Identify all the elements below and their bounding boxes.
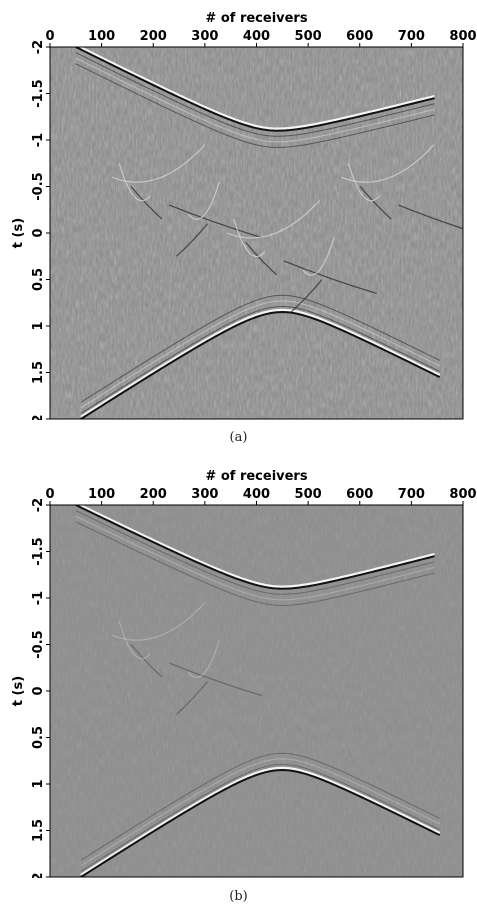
- lower-event-echo: [80, 752, 440, 861]
- lower-event-echo: [80, 763, 440, 872]
- y-tick-label: 0.5: [31, 726, 46, 749]
- y-tick-label: 0.5: [31, 268, 46, 291]
- x-tick-label: 100: [88, 29, 115, 44]
- noise-crossing-curve: [187, 639, 220, 678]
- y-tick-label: -1.5: [31, 79, 46, 107]
- y-tick-label: 1.5: [31, 361, 46, 384]
- x-tick-label: 0: [45, 487, 54, 502]
- noise-crossing-curve: [340, 144, 435, 183]
- noise-crossing-curve: [347, 163, 380, 202]
- noise-crossing-curve: [398, 204, 463, 230]
- upper-event-echo: [75, 57, 435, 143]
- noise-crossing-curve: [176, 681, 208, 715]
- noise-crossing-curve: [169, 662, 263, 697]
- noise-texture: [50, 505, 463, 877]
- y-tick-label: 1: [31, 779, 46, 788]
- y-tick-label: -0.5: [31, 630, 46, 658]
- lower-event: [80, 769, 441, 877]
- noise-crossing-curve: [130, 644, 163, 678]
- x-axis-title: # of receivers: [205, 11, 307, 26]
- upper-event-echo: [75, 521, 435, 606]
- x-tick-label: 700: [398, 29, 425, 44]
- noise-crossing-curve: [111, 144, 206, 183]
- noise-crossing-curve: [233, 218, 266, 258]
- upper-event-echo: [75, 510, 435, 595]
- x-tick-label: 200: [140, 29, 167, 44]
- x-tick-label: 400: [243, 487, 270, 502]
- y-tick-label: 2: [31, 414, 46, 420]
- lower-event-echo: [80, 758, 440, 867]
- lower-event-echo: [80, 294, 440, 403]
- noise-crossing-curve: [169, 204, 263, 239]
- y-axis-title: t (s): [11, 676, 26, 706]
- x-tick-label: 500: [295, 29, 322, 44]
- noise-crossing-curve: [302, 237, 335, 276]
- x-tick-label: 800: [449, 29, 476, 44]
- noise-crossing-curve: [290, 279, 323, 313]
- figure-panel-b: 0 100 200 300 400 500 600 700 800 # of receivers -…: [11, 469, 477, 878]
- noise-crossing-curve: [118, 621, 151, 660]
- y-tick-label: 1: [31, 321, 46, 330]
- noise-crossing-curve: [283, 260, 377, 295]
- upper-event-shadow: [77, 505, 435, 588]
- upper-event-shadow: [77, 47, 435, 130]
- noise-crossing-curve: [111, 602, 206, 641]
- caption-b: (b): [229, 889, 248, 904]
- lower-event-echo: [80, 300, 440, 409]
- x-tick-label: 500: [295, 487, 322, 502]
- x-tick-label: 600: [346, 29, 373, 44]
- lower-event-echo: [80, 305, 440, 414]
- x-tick-label: 200: [140, 487, 167, 502]
- y-tick-label: -0.5: [31, 172, 46, 200]
- y-tick-label: 0: [31, 686, 46, 695]
- noise-crossing-curve: [187, 181, 220, 220]
- y-axis-title: t (s): [11, 218, 26, 248]
- y-tick-label: -2: [31, 40, 46, 54]
- x-tick-label: 0: [45, 29, 54, 44]
- x-tick-label: 300: [191, 29, 218, 44]
- y-tick-label: -1.5: [31, 537, 46, 565]
- upper-event-echo: [75, 515, 435, 601]
- x-tick-label: 100: [88, 487, 115, 502]
- x-axis-title: # of receivers: [205, 469, 307, 484]
- noise-texture: [50, 47, 463, 419]
- y-tick-label: -1: [31, 133, 46, 147]
- y-tick-label: -2: [31, 498, 46, 512]
- upper-event: [75, 47, 435, 132]
- x-tick-label: 600: [346, 487, 373, 502]
- noise-crossing-curve: [359, 186, 392, 220]
- lower-event: [80, 311, 441, 419]
- lower-event-shadow: [80, 308, 441, 419]
- figure-panel-a: 0 100 200 300 400 500 600 700 800 # of receivers -…: [11, 11, 477, 420]
- caption-a: (a): [229, 430, 248, 445]
- x-tick-label: 800: [449, 487, 476, 502]
- noise-crossing-curve: [226, 200, 320, 239]
- y-tick-label: 1.5: [31, 819, 46, 842]
- y-tick-label: -1: [31, 591, 46, 605]
- y-tick-label: 2: [31, 872, 46, 878]
- upper-event: [75, 505, 435, 590]
- noise-crossing-curve: [245, 241, 278, 276]
- noise-crossing-curve: [130, 186, 163, 220]
- lower-event-shadow: [80, 766, 441, 877]
- y-tick-label: 0: [31, 228, 46, 237]
- x-tick-label: 700: [398, 487, 425, 502]
- upper-event-echo: [75, 52, 435, 137]
- x-tick-label: 300: [191, 487, 218, 502]
- x-tick-label: 400: [243, 29, 270, 44]
- upper-event-echo: [75, 63, 435, 148]
- noise-crossing-curve: [176, 223, 208, 257]
- noise-crossing-curve: [118, 163, 151, 202]
